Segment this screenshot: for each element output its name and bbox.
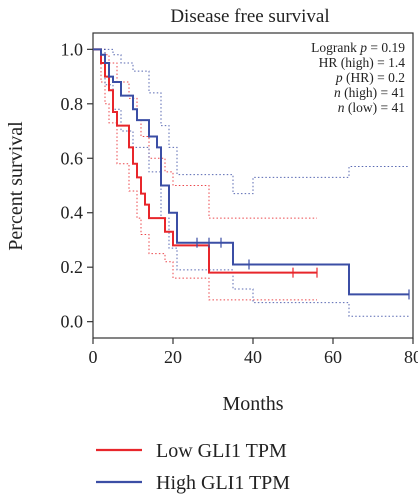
legend: Low GLI1 TPM High GLI1 TPM	[96, 440, 290, 494]
y-tick-label: 1.0	[61, 39, 84, 59]
legend-label-low: Low GLI1 TPM	[156, 440, 287, 462]
censor-marks	[196, 237, 410, 300]
stat-n-low: n (low) = 41	[338, 100, 405, 115]
y-tick-label: 0.8	[61, 94, 84, 114]
x-axis: 0 20 40 60 80	[89, 338, 418, 367]
x-axis-label: Months	[222, 393, 283, 415]
ci-upper-high	[93, 48, 409, 195]
legend-label-high: High GLI1 TPM	[156, 472, 290, 494]
y-tick-label: 0.0	[61, 312, 84, 332]
y-tick-label: 0.2	[61, 257, 84, 277]
chart-title: Disease free survival	[170, 6, 329, 27]
y-axis-label: Percent survival	[5, 121, 27, 251]
y-axis: 0.0 0.2 0.4 0.6 0.8 1.0	[61, 39, 93, 332]
survival-curves	[93, 48, 409, 296]
x-tick-label: 80	[404, 347, 418, 367]
stat-n-high: n (high) = 41	[334, 85, 405, 100]
stat-logrank: Logrank p = 0.19	[311, 40, 405, 55]
x-tick-label: 0	[89, 347, 98, 367]
x-tick-label: 20	[164, 347, 182, 367]
y-tick-label: 0.4	[61, 203, 84, 223]
ci-upper-low	[93, 48, 317, 219]
survival-line-low	[93, 48, 317, 274]
y-tick-label: 0.6	[61, 148, 84, 168]
x-tick-label: 40	[244, 347, 262, 367]
stat-p-hr: p (HR) = 0.2	[335, 70, 405, 85]
stat-hr: HR (high) = 1.4	[319, 55, 406, 70]
x-tick-label: 60	[324, 347, 342, 367]
survival-line-high	[93, 48, 409, 296]
